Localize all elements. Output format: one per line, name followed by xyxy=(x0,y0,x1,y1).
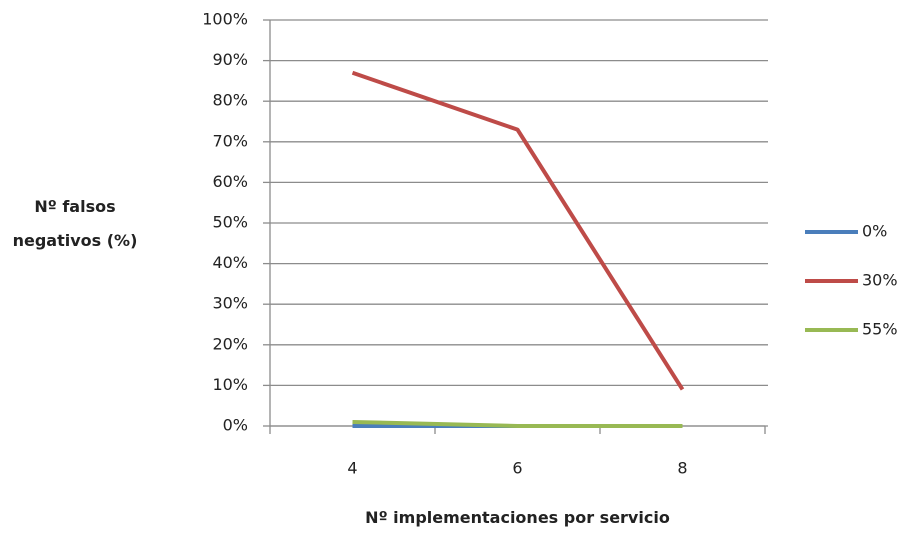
legend-label: 55% xyxy=(862,320,898,339)
y-tick-label: 100% xyxy=(202,10,248,29)
y-tick-label: 90% xyxy=(212,50,248,69)
x-tick-label: 4 xyxy=(347,459,357,478)
legend-label: 0% xyxy=(862,222,887,241)
y-tick-label: 20% xyxy=(212,334,248,353)
series-line xyxy=(351,70,685,391)
y-tick-label: 70% xyxy=(212,131,248,150)
y-tick-label: 0% xyxy=(223,416,248,435)
x-axis-title: Nº implementaciones por servicio xyxy=(365,508,670,527)
series-line xyxy=(352,419,683,428)
y-tick-label: 30% xyxy=(212,294,248,313)
legend-label: 30% xyxy=(862,271,898,290)
y-tick-label: 10% xyxy=(212,375,248,394)
y-axis-title: Nº falsos negativos (%) xyxy=(12,197,138,250)
y-tick-label: 60% xyxy=(212,172,248,191)
x-tick-label: 8 xyxy=(677,459,687,478)
y-tick-label: 50% xyxy=(212,213,248,232)
y-tick-label: 40% xyxy=(212,253,248,272)
y-tick-label: 80% xyxy=(212,91,248,110)
x-tick-label: 6 xyxy=(512,459,522,478)
